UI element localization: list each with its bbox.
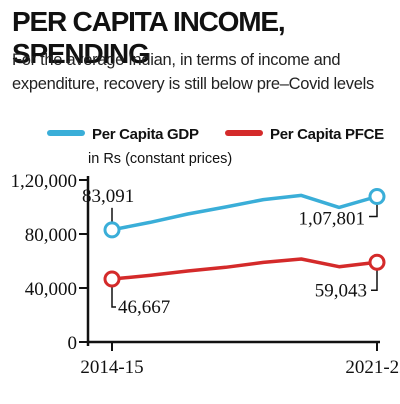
legend-label-gdp: Per Capita GDP [92, 126, 199, 143]
legend: Per Capita GDP Per Capita PFCE [47, 126, 384, 143]
x-tick-label: 2014-15 [80, 357, 143, 378]
axes: 0 40,000 80,000 1,20,000 2014-15 2021-22 [11, 171, 400, 378]
y-tick-label: 80,000 [25, 225, 77, 246]
data-label: 83,091 [82, 186, 134, 207]
y-tick-label: 40,000 [25, 279, 77, 300]
chart-subtitle: For the average Indian, in terms of inco… [12, 51, 374, 93]
leader-line [111, 286, 116, 308]
x-tick-label: 2021-22 [345, 357, 400, 378]
series-line-1 [110, 257, 379, 281]
data-point-marker [368, 253, 386, 271]
data-label: 1,07,801 [299, 208, 366, 229]
series-line-0 [110, 193, 379, 232]
leader-line [369, 204, 378, 218]
legend-label-pfce: Per Capita PFCE [270, 126, 384, 143]
series-layer: 83,091 1,07,801 46,667 59,043 [82, 186, 386, 318]
data-label: 46,667 [118, 297, 170, 318]
y-tick-label: 0 [68, 333, 78, 354]
data-point-marker [103, 221, 121, 239]
data-point-marker [368, 187, 386, 205]
chart-title: PER CAPITA INCOME, SPENDING [12, 6, 286, 69]
data-point-marker [103, 270, 121, 288]
y-axis-unit-label: in Rs (constant prices) [88, 151, 232, 167]
leader-line [371, 270, 378, 292]
y-tick-label: 1,20,000 [11, 171, 78, 192]
data-label: 59,043 [315, 280, 367, 301]
